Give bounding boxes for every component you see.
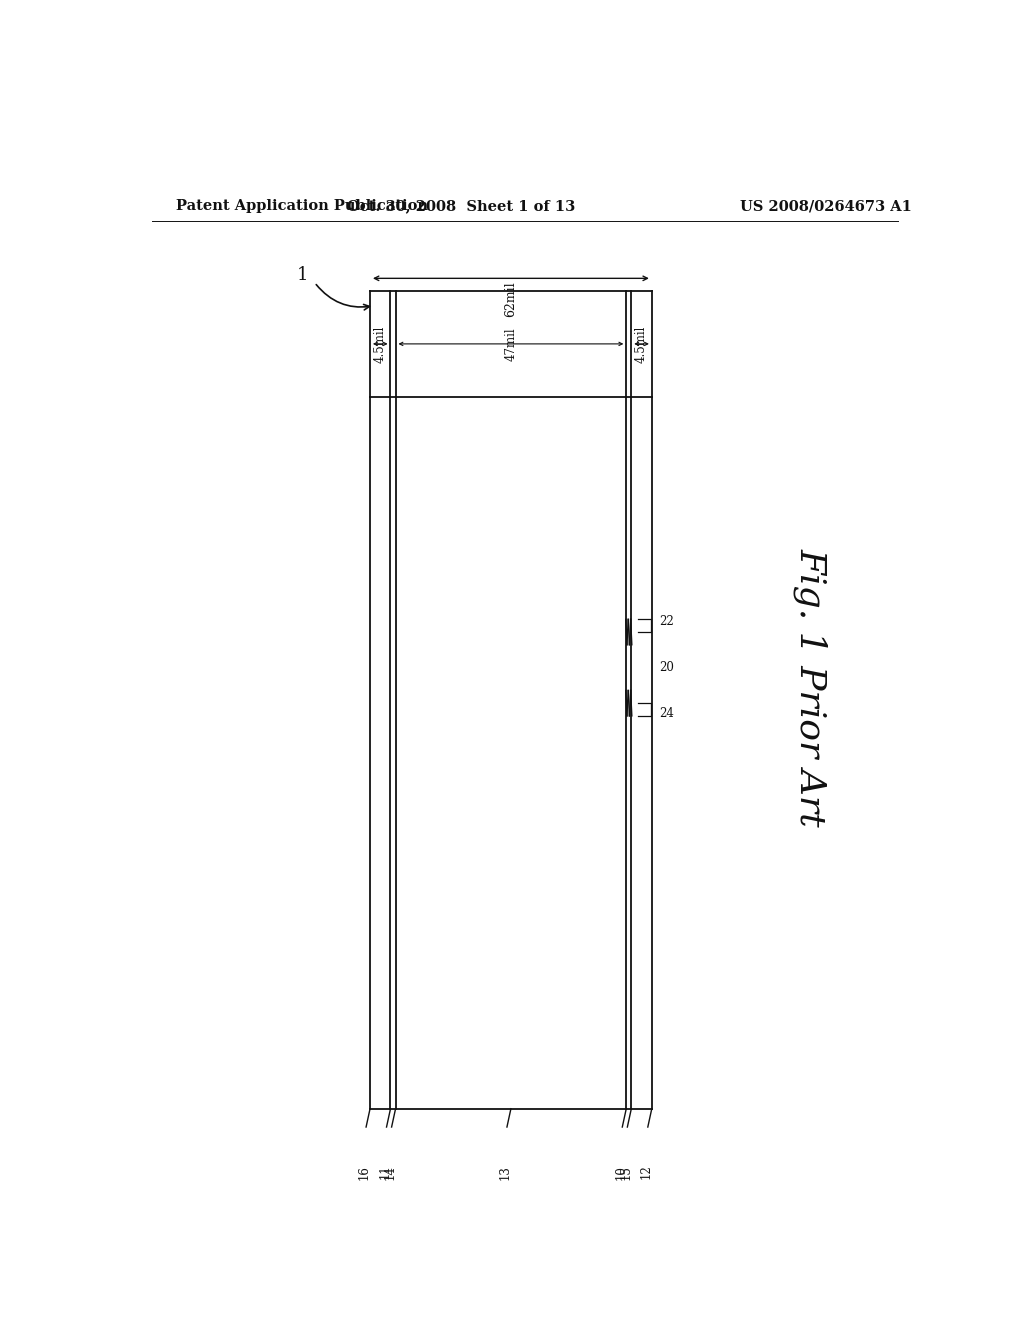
Text: Patent Application Publication: Patent Application Publication [176,199,428,213]
Text: 11: 11 [379,1164,391,1179]
Text: 12: 12 [640,1164,652,1179]
Text: Fig. 1 Prior Art: Fig. 1 Prior Art [794,548,827,826]
Text: 22: 22 [659,615,674,628]
Text: 10: 10 [614,1164,628,1180]
Text: Oct. 30, 2008  Sheet 1 of 13: Oct. 30, 2008 Sheet 1 of 13 [347,199,575,213]
Text: 14: 14 [384,1164,396,1180]
Text: 20: 20 [659,661,674,675]
Text: US 2008/0264673 A1: US 2008/0264673 A1 [740,199,912,213]
Text: 16: 16 [358,1164,371,1180]
Text: 4.5mil: 4.5mil [635,325,648,363]
Text: 4.5mil: 4.5mil [374,325,387,363]
Text: 1: 1 [297,267,308,284]
Text: 24: 24 [659,706,674,719]
Text: 47mil: 47mil [505,327,517,360]
Text: 62mil: 62mil [505,281,517,317]
Text: 13: 13 [499,1164,512,1180]
Text: 15: 15 [620,1164,632,1180]
